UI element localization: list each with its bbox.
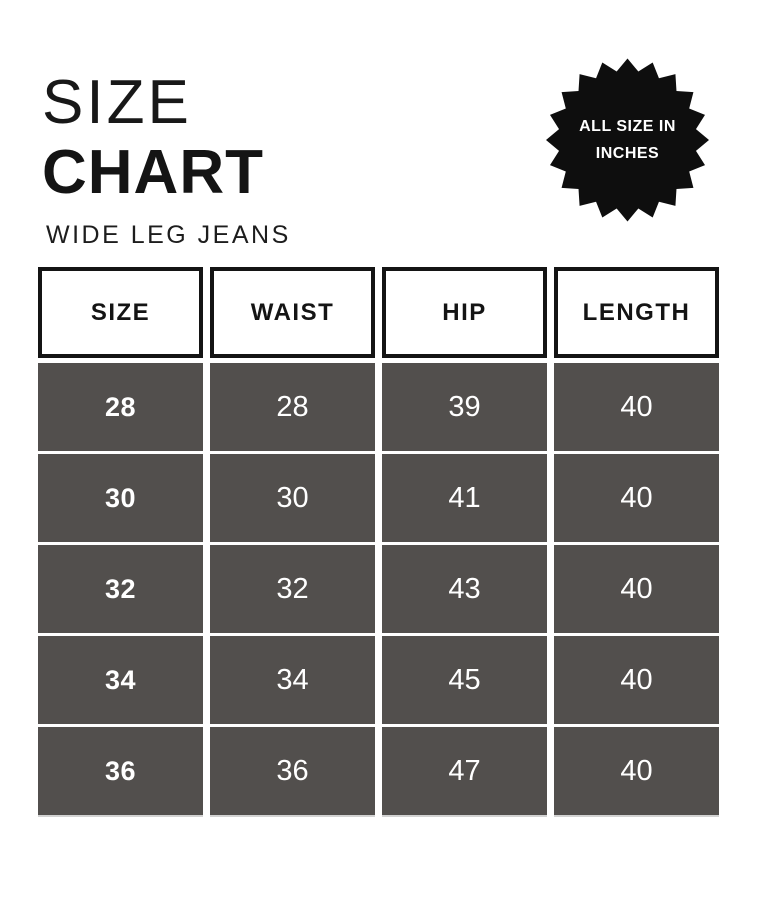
units-badge-line1: ALL SIZE IN <box>579 117 676 135</box>
table-cell-waist: 36 <box>210 727 375 815</box>
table-cell-size: 30 <box>38 454 203 542</box>
table-cell-size: 32 <box>38 545 203 633</box>
units-badge-line2: INCHES <box>595 145 660 162</box>
header-cell-waist: WAIST <box>210 267 375 358</box>
header-cell-size: SIZE <box>38 267 203 358</box>
table-cell-size: 34 <box>38 636 203 724</box>
table-cell-length: 40 <box>554 727 719 815</box>
table-cell-length: 40 <box>554 545 719 633</box>
page-title-line1: SIZE <box>42 68 192 137</box>
header-cell-length: LENGTH <box>554 267 719 358</box>
size-table: SIZE WAIST HIP LENGTH 28 28 39 40 30 30 … <box>38 267 719 815</box>
table-cell-hip: 45 <box>382 636 547 724</box>
table-cell-size: 28 <box>38 363 203 451</box>
page-subtitle: WIDE LEG JEANS <box>46 221 291 249</box>
table-cell-size: 36 <box>38 727 203 815</box>
page-title: SIZE CHART WIDE LEG JEANS <box>42 72 291 250</box>
table-cell-waist: 34 <box>210 636 375 724</box>
page-title-line2: CHART <box>42 138 264 207</box>
header-cell-hip: HIP <box>382 267 547 358</box>
table-cell-hip: 41 <box>382 454 547 542</box>
table-cell-length: 40 <box>554 363 719 451</box>
units-badge: ALL SIZE IN INCHES <box>546 57 709 223</box>
table-cell-hip: 47 <box>382 727 547 815</box>
table-body: 28 28 39 40 30 30 41 40 32 32 43 40 34 3… <box>38 363 719 815</box>
table-cell-hip: 43 <box>382 545 547 633</box>
table-cell-length: 40 <box>554 454 719 542</box>
table-cell-hip: 39 <box>382 363 547 451</box>
table-cell-waist: 32 <box>210 545 375 633</box>
table-header-row: SIZE WAIST HIP LENGTH <box>38 267 719 358</box>
table-cell-waist: 28 <box>210 363 375 451</box>
table-cell-waist: 30 <box>210 454 375 542</box>
units-badge-text: ALL SIZE IN INCHES <box>546 57 709 223</box>
starburst-icon <box>546 58 709 222</box>
table-cell-length: 40 <box>554 636 719 724</box>
